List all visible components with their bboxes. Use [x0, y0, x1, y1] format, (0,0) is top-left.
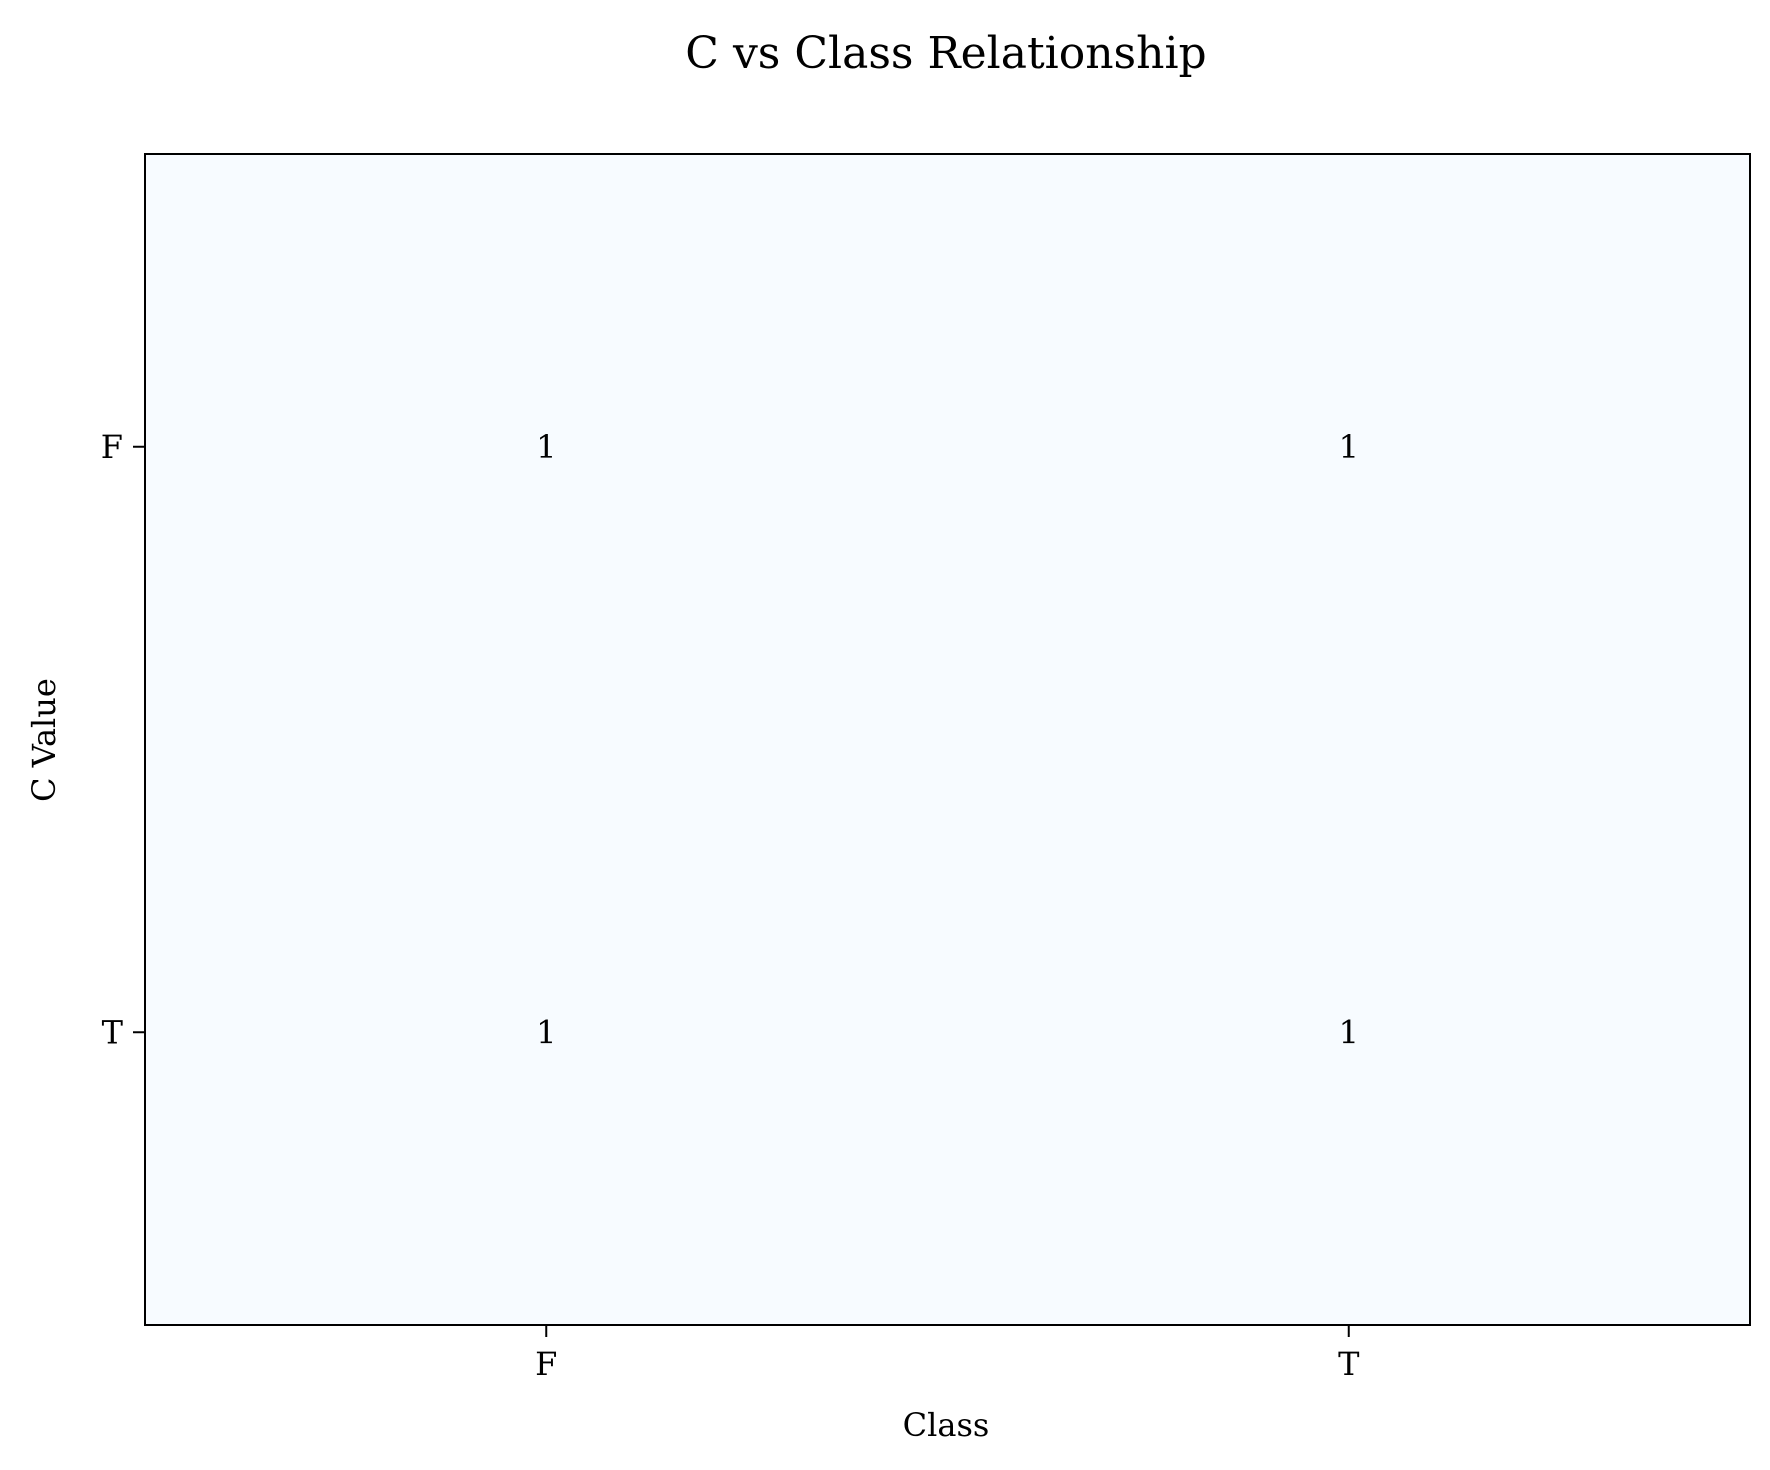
heatmap-cell — [145, 739, 948, 1325]
x-axis-label: Class — [903, 1406, 990, 1444]
cell-value-labels: 1 1 1 1 — [536, 428, 1359, 1052]
y-tick-label: T — [102, 1013, 124, 1051]
y-tick-label: F — [101, 428, 123, 466]
y-axis-ticks: FT — [101, 428, 145, 1051]
cell-value-label: 1 — [536, 428, 556, 466]
heatmap-cells — [145, 154, 1750, 1325]
x-tick-label: T — [1338, 1345, 1360, 1383]
heatmap-cell — [145, 154, 948, 740]
heatmap-cell — [947, 739, 1750, 1325]
x-tick-label: F — [535, 1345, 557, 1383]
cell-value-label: 1 — [1339, 1013, 1359, 1051]
cell-value-label: 1 — [1339, 428, 1359, 466]
cell-value-label: 1 — [536, 1013, 556, 1051]
y-axis-label: C Value — [25, 678, 63, 802]
heatmap-cell — [947, 154, 1750, 740]
plot-frame — [144, 153, 1751, 1326]
chart-title: C vs Class Relationship — [685, 28, 1206, 79]
